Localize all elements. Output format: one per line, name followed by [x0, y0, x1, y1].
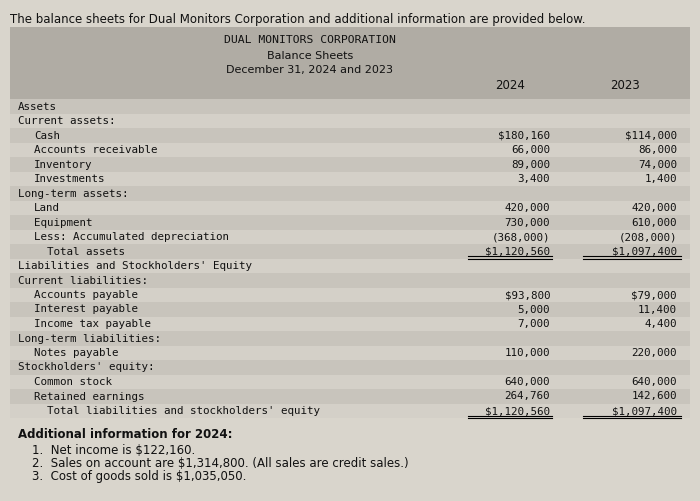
- Bar: [10, 403, 690, 418]
- Bar: [10, 375, 690, 389]
- Text: $79,000: $79,000: [631, 290, 677, 300]
- Text: 264,760: 264,760: [505, 391, 550, 401]
- Text: 89,000: 89,000: [511, 159, 550, 169]
- Text: 1,400: 1,400: [645, 174, 677, 184]
- Text: 220,000: 220,000: [631, 348, 677, 358]
- Text: Common stock: Common stock: [34, 377, 112, 387]
- Bar: [10, 99, 690, 114]
- Text: 420,000: 420,000: [631, 203, 677, 213]
- Text: 2.  Sales on account are $1,314,800. (All sales are credit sales.): 2. Sales on account are $1,314,800. (All…: [32, 457, 409, 470]
- Bar: [10, 114, 690, 128]
- Text: Current assets:: Current assets:: [18, 116, 116, 126]
- Bar: [10, 288, 690, 302]
- Text: Land: Land: [34, 203, 60, 213]
- Text: Current liabilities:: Current liabilities:: [18, 276, 148, 286]
- Bar: [10, 244, 690, 259]
- Text: 4,400: 4,400: [645, 319, 677, 329]
- Text: 142,600: 142,600: [631, 391, 677, 401]
- Bar: [10, 215, 690, 229]
- Text: Cash: Cash: [34, 130, 60, 140]
- Text: 2024: 2024: [495, 79, 525, 92]
- Text: Balance Sheets: Balance Sheets: [267, 51, 353, 61]
- Bar: [10, 229, 690, 244]
- Text: $114,000: $114,000: [625, 130, 677, 140]
- Text: 420,000: 420,000: [505, 203, 550, 213]
- Bar: [10, 186, 690, 200]
- Bar: [10, 128, 690, 142]
- Text: Accounts receivable: Accounts receivable: [34, 145, 158, 155]
- Text: Total assets: Total assets: [34, 246, 125, 257]
- Text: December 31, 2024 and 2023: December 31, 2024 and 2023: [227, 65, 393, 75]
- Bar: [10, 259, 690, 273]
- Bar: [10, 157, 690, 171]
- Text: $93,800: $93,800: [505, 290, 550, 300]
- Text: Notes payable: Notes payable: [34, 348, 118, 358]
- Text: 3.  Cost of goods sold is $1,035,050.: 3. Cost of goods sold is $1,035,050.: [32, 470, 246, 483]
- Text: Retained earnings: Retained earnings: [34, 391, 144, 401]
- Text: Accounts payable: Accounts payable: [34, 290, 138, 300]
- Bar: [10, 389, 690, 403]
- Text: 1.  Net income is $122,160.: 1. Net income is $122,160.: [32, 444, 195, 457]
- Text: Assets: Assets: [18, 102, 57, 112]
- Text: 5,000: 5,000: [517, 305, 550, 315]
- Text: Income tax payable: Income tax payable: [34, 319, 151, 329]
- Text: Long-term liabilities:: Long-term liabilities:: [18, 334, 161, 344]
- Text: $1,097,400: $1,097,400: [612, 246, 677, 257]
- Text: Long-term assets:: Long-term assets:: [18, 188, 129, 198]
- Text: Interest payable: Interest payable: [34, 305, 138, 315]
- Bar: [10, 142, 690, 157]
- Text: Stockholders' equity:: Stockholders' equity:: [18, 363, 155, 373]
- Bar: [10, 99, 690, 418]
- Text: 74,000: 74,000: [638, 159, 677, 169]
- Text: Liabilities and Stockholders' Equity: Liabilities and Stockholders' Equity: [18, 261, 252, 271]
- Bar: [10, 331, 690, 346]
- Bar: [10, 346, 690, 360]
- Text: Inventory: Inventory: [34, 159, 92, 169]
- Text: 11,400: 11,400: [638, 305, 677, 315]
- Text: 2023: 2023: [610, 79, 640, 92]
- Text: Investments: Investments: [34, 174, 106, 184]
- Text: $180,160: $180,160: [498, 130, 550, 140]
- Text: Less: Accumulated depreciation: Less: Accumulated depreciation: [34, 232, 229, 242]
- Text: (208,000): (208,000): [619, 232, 677, 242]
- Text: 7,000: 7,000: [517, 319, 550, 329]
- Text: Additional information for 2024:: Additional information for 2024:: [18, 428, 232, 441]
- Text: $1,120,560: $1,120,560: [485, 246, 550, 257]
- Bar: [10, 171, 690, 186]
- Text: 640,000: 640,000: [505, 377, 550, 387]
- Bar: [10, 317, 690, 331]
- Text: 730,000: 730,000: [505, 217, 550, 227]
- Text: 3,400: 3,400: [517, 174, 550, 184]
- Bar: [10, 273, 690, 288]
- Text: $1,120,560: $1,120,560: [485, 406, 550, 416]
- Text: 640,000: 640,000: [631, 377, 677, 387]
- Text: DUAL MONITORS CORPORATION: DUAL MONITORS CORPORATION: [224, 35, 396, 45]
- Bar: [10, 302, 690, 317]
- Text: $1,097,400: $1,097,400: [612, 406, 677, 416]
- Bar: [10, 360, 690, 375]
- Text: Total liabilities and stockholders' equity: Total liabilities and stockholders' equi…: [34, 406, 320, 416]
- Text: 86,000: 86,000: [638, 145, 677, 155]
- Text: 610,000: 610,000: [631, 217, 677, 227]
- Bar: [10, 200, 690, 215]
- Text: (368,000): (368,000): [491, 232, 550, 242]
- Text: 66,000: 66,000: [511, 145, 550, 155]
- Text: 110,000: 110,000: [505, 348, 550, 358]
- Text: Equipment: Equipment: [34, 217, 92, 227]
- Bar: [10, 27, 690, 99]
- Text: The balance sheets for Dual Monitors Corporation and additional information are : The balance sheets for Dual Monitors Cor…: [10, 13, 585, 26]
